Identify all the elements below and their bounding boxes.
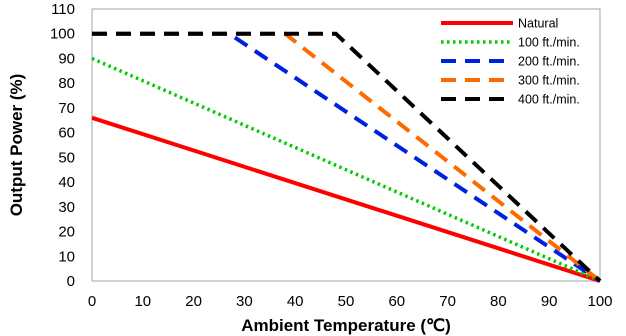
y-tick-label: 10 <box>58 248 75 265</box>
series-line-0 <box>91 115 601 283</box>
plot-area-border <box>91 8 601 282</box>
series-lines <box>91 31 602 283</box>
series-line-4 <box>92 31 602 283</box>
legend-label: 200 ft./min. <box>518 55 580 69</box>
y-tick-label: 100 <box>50 26 75 43</box>
x-tick-label: 80 <box>490 293 507 310</box>
series-line-3 <box>92 31 602 283</box>
x-tick-label: 20 <box>185 293 202 310</box>
x-tick-label: 0 <box>88 293 96 310</box>
x-tick-label: 40 <box>287 293 304 310</box>
x-tick-label: 90 <box>541 293 558 310</box>
x-tick-label: 30 <box>236 293 253 310</box>
y-tick-label: 30 <box>58 199 75 216</box>
legend-label: Natural <box>518 17 558 31</box>
x-tick-label: 100 <box>587 293 612 310</box>
x-tick-labels: 0 10 20 30 40 50 60 70 80 90 100 <box>88 293 613 310</box>
x-tick-label: 60 <box>388 293 405 310</box>
y-axis-title: Output Power (%) <box>7 74 26 217</box>
y-tick-labels: 0 10 20 30 40 50 60 70 80 90 100 110 <box>50 1 75 290</box>
legend-label: 300 ft./min. <box>518 74 580 88</box>
x-axis-title: Ambient Temperature (℃) <box>241 316 451 335</box>
series-line-1 <box>91 56 601 283</box>
y-tick-label: 110 <box>51 1 75 18</box>
y-tick-label: 90 <box>58 50 75 67</box>
y-tick-label: 70 <box>58 100 75 117</box>
legend-label: 100 ft./min. <box>518 36 580 50</box>
series-line-2 <box>92 31 602 283</box>
y-tick-label: 0 <box>67 273 75 290</box>
y-tick-label: 40 <box>58 174 75 191</box>
x-tick-label: 10 <box>134 293 151 310</box>
y-tick-label: 50 <box>58 149 75 166</box>
legend: Natural 100 ft./min. 200 ft./min. 300 ft./m… <box>441 17 580 107</box>
y-tick-label: 20 <box>58 224 75 241</box>
y-tick-label: 60 <box>58 125 75 142</box>
x-tick-label: 50 <box>338 293 355 310</box>
legend-label: 400 ft./min. <box>518 93 580 107</box>
y-tick-label: 80 <box>58 75 75 92</box>
x-tick-label: 70 <box>439 293 456 310</box>
